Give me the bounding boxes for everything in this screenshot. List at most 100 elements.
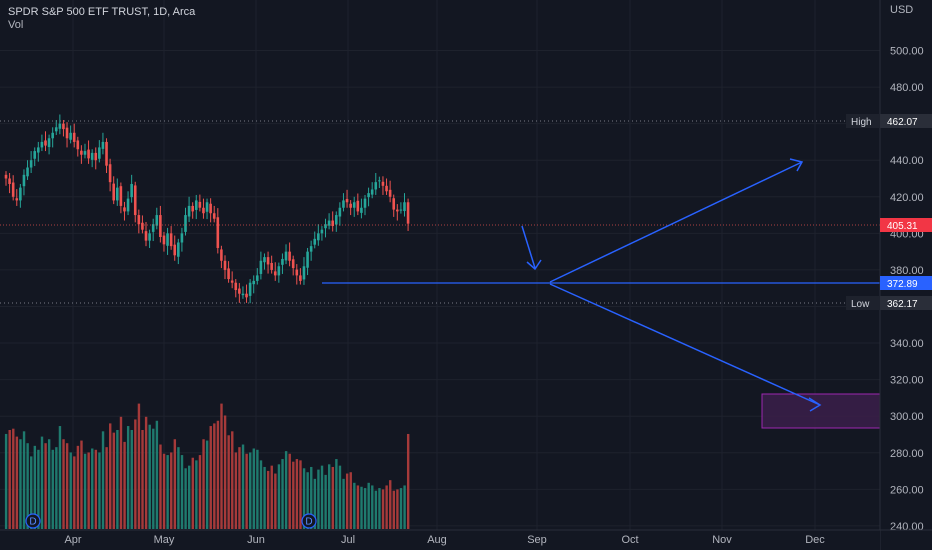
candle-body [47,138,51,148]
high-tag-label: High [851,117,872,128]
volume-bar [209,426,212,529]
volume-bar [159,444,162,529]
candle-body [317,233,320,241]
candle-body [288,251,291,261]
volume-bar [187,465,191,529]
volume-bar [191,457,194,529]
volume-bar [123,441,126,529]
volume-bar [126,426,130,529]
candle-body [80,150,83,155]
candle-body [370,189,374,195]
volume-bar [320,465,324,529]
month-label: Jul [341,534,355,546]
volume-bar [15,436,19,529]
candle-body [62,123,65,130]
volume-bar [241,444,245,529]
volume-bar [310,466,313,529]
candle-body [381,181,385,186]
volume-bar [295,459,299,529]
candle-body [360,207,363,213]
candle-body [112,183,115,201]
volume-bar [33,445,37,529]
high-tag-label-bg [846,114,880,128]
candle-body [399,209,403,211]
volume-bar [180,455,184,529]
candle-body [302,266,306,280]
volume-bar [277,464,281,529]
volume-bar [349,472,352,529]
volume-bar [55,447,58,529]
volume-bar [47,439,51,529]
volume-bar [170,452,173,529]
candle-body [191,205,194,212]
volume-bar [302,468,306,529]
volume-bar [313,478,317,529]
candle-body [105,141,108,166]
candle-body [151,224,155,232]
candle-body [202,207,205,214]
candle-body [15,198,19,201]
candle-body [388,189,392,197]
candle-body [306,251,309,268]
volume-bar [4,433,8,529]
drawn-level-tag-value: 372.89 [887,279,918,290]
volume-bar [245,453,248,529]
candle-body [98,147,101,159]
candle-body [385,185,388,192]
candle-body [281,258,284,265]
volume-bar [116,430,119,529]
volume-bar [101,431,105,529]
volume-bar [259,460,263,529]
volume-bar [227,435,230,529]
candle-body [245,293,248,298]
volume-bar [184,468,187,529]
volume-bar [238,447,241,529]
volume-bar [399,488,403,529]
candle-body [162,235,166,245]
volume-legend: Vol [8,19,24,31]
candle-body [313,238,317,245]
arrow-up-head [789,158,804,172]
price-tick-label: 420.00 [890,192,924,204]
candle-body [273,271,277,276]
dividend-marker [25,513,41,529]
volume-bar [177,447,180,529]
volume-bar [83,453,87,529]
candle-body [76,140,80,150]
volume-bar [198,455,202,529]
volume-bar [231,431,234,529]
candle-body [230,280,234,283]
candle-body [184,215,187,232]
target-zone [761,393,881,429]
candle-body [291,259,295,269]
candle-body [115,187,119,201]
arrow-up-line [549,161,803,283]
volume-bar [274,473,277,529]
volume-bar [12,428,15,529]
candle-body [209,203,212,214]
time-axis [0,530,880,550]
volume-bar [356,485,360,529]
candle-body [227,268,230,280]
candle-body [144,231,148,241]
volume-bar [234,452,238,529]
candle-body [29,160,33,168]
dividend-marker-label: D [305,517,312,528]
month-label: Jun [247,534,265,546]
volume-bar [51,449,54,529]
volume-bar [148,424,151,529]
volume-bar [44,443,47,529]
volume-bar [317,469,320,529]
price-tick-label: 340.00 [890,338,924,350]
volume-bar [62,439,65,529]
candle-body [334,215,338,225]
volume-bar [281,459,284,529]
candle-body [220,249,223,261]
volume-bar [58,426,62,529]
month-label: Aug [427,534,447,546]
candle-body [349,203,352,208]
candle-body [54,127,58,132]
candle-body [33,151,37,159]
candle-body [83,151,87,155]
